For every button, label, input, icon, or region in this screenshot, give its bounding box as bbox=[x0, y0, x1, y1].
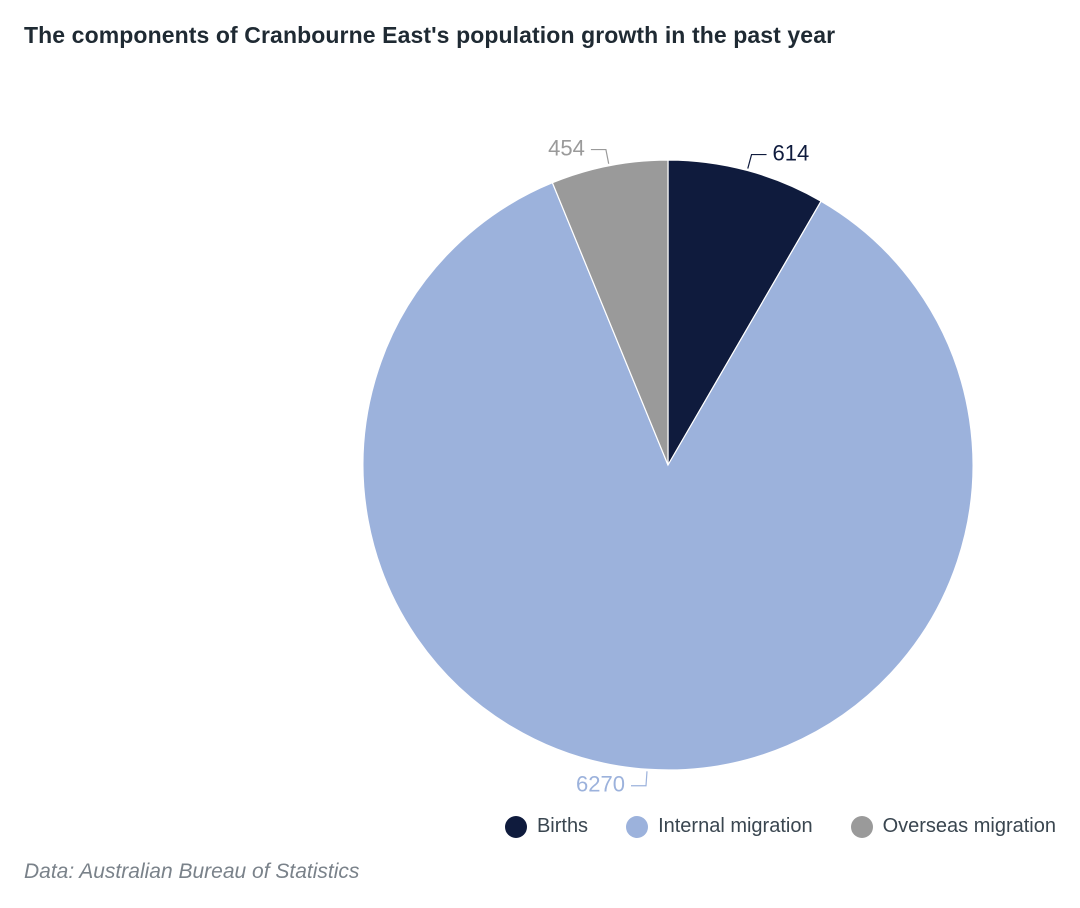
legend: Births Internal migration Overseas migrati… bbox=[505, 815, 1056, 838]
leader-line-births bbox=[748, 155, 767, 169]
legend-item-overseas: Overseas migration bbox=[851, 815, 1056, 838]
legend-item-internal: Internal migration bbox=[626, 815, 813, 838]
legend-swatch-internal bbox=[626, 816, 648, 838]
pie-chart: 614 6270 454 bbox=[0, 60, 1080, 820]
slice-value-internal: 6270 bbox=[576, 772, 625, 797]
legend-label-overseas: Overseas migration bbox=[883, 815, 1056, 838]
pie-svg: 614 6270 454 bbox=[0, 60, 1080, 820]
legend-swatch-births bbox=[505, 816, 527, 838]
legend-item-births: Births bbox=[505, 815, 588, 838]
legend-label-internal: Internal migration bbox=[658, 815, 813, 838]
legend-label-births: Births bbox=[537, 815, 588, 838]
leader-line-overseas bbox=[591, 150, 609, 164]
leader-line-internal bbox=[631, 771, 647, 785]
legend-swatch-overseas bbox=[851, 816, 873, 838]
data-source: Data: Australian Bureau of Statistics bbox=[24, 860, 359, 884]
chart-title: The components of Cranbourne East's popu… bbox=[24, 22, 1056, 49]
source-prefix: Data: bbox=[24, 860, 79, 883]
slice-value-overseas: 454 bbox=[548, 135, 585, 160]
slice-value-births: 614 bbox=[773, 140, 810, 165]
chart-container: The components of Cranbourne East's popu… bbox=[0, 0, 1080, 908]
source-text: Australian Bureau of Statistics bbox=[79, 860, 359, 883]
